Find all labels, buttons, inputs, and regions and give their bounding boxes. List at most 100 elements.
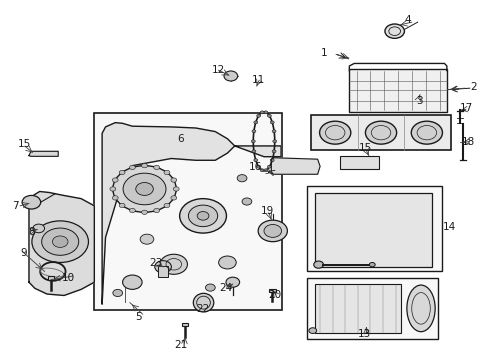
Text: 2: 2 xyxy=(469,82,476,93)
Circle shape xyxy=(205,284,215,291)
Circle shape xyxy=(256,165,260,168)
Text: 3: 3 xyxy=(415,96,422,106)
Text: 12: 12 xyxy=(212,64,225,75)
Circle shape xyxy=(410,121,442,144)
Circle shape xyxy=(129,165,135,170)
Bar xyxy=(306,278,437,338)
Circle shape xyxy=(140,234,154,244)
Text: 24: 24 xyxy=(219,283,232,293)
Bar xyxy=(339,156,378,169)
Circle shape xyxy=(155,261,171,273)
Circle shape xyxy=(110,187,116,191)
Circle shape xyxy=(272,130,275,132)
Circle shape xyxy=(253,159,257,162)
Circle shape xyxy=(142,210,147,215)
Text: 6: 6 xyxy=(177,134,183,144)
Bar xyxy=(158,266,167,277)
Text: 21: 21 xyxy=(174,340,187,350)
Text: 16: 16 xyxy=(248,162,261,172)
Circle shape xyxy=(113,166,176,212)
Circle shape xyxy=(122,275,142,289)
Circle shape xyxy=(41,228,79,255)
Polygon shape xyxy=(271,158,320,174)
Circle shape xyxy=(224,71,237,81)
Text: 13: 13 xyxy=(357,329,370,339)
Text: 18: 18 xyxy=(461,138,474,147)
Text: 15: 15 xyxy=(358,143,371,153)
Circle shape xyxy=(173,187,179,191)
Bar xyxy=(348,69,446,112)
Circle shape xyxy=(225,277,239,287)
Circle shape xyxy=(319,121,350,144)
Circle shape xyxy=(22,195,41,209)
Bar xyxy=(315,193,431,267)
Circle shape xyxy=(170,196,176,200)
Circle shape xyxy=(264,225,281,237)
Circle shape xyxy=(237,175,246,182)
Circle shape xyxy=(153,165,159,170)
Bar xyxy=(310,116,450,149)
Circle shape xyxy=(179,199,226,233)
Circle shape xyxy=(160,254,187,274)
Circle shape xyxy=(33,224,44,233)
Circle shape xyxy=(113,289,122,297)
Bar xyxy=(47,276,54,280)
Circle shape xyxy=(256,114,260,117)
Circle shape xyxy=(119,170,125,175)
Text: 4: 4 xyxy=(404,15,410,26)
Circle shape xyxy=(267,165,271,168)
Circle shape xyxy=(260,169,264,172)
Circle shape xyxy=(218,256,236,269)
Text: 14: 14 xyxy=(442,222,455,231)
Text: 10: 10 xyxy=(61,273,74,283)
Circle shape xyxy=(32,221,88,262)
Circle shape xyxy=(251,140,255,143)
Circle shape xyxy=(272,140,276,143)
Ellipse shape xyxy=(406,285,434,332)
Circle shape xyxy=(153,208,159,213)
Circle shape xyxy=(188,205,217,226)
Circle shape xyxy=(52,236,68,247)
Text: 19: 19 xyxy=(261,206,274,216)
Circle shape xyxy=(112,178,118,182)
Circle shape xyxy=(123,173,165,205)
Text: 7: 7 xyxy=(12,201,19,211)
Text: 23: 23 xyxy=(149,258,162,268)
Polygon shape xyxy=(29,151,58,156)
Circle shape xyxy=(368,262,374,267)
Text: 22: 22 xyxy=(196,304,209,314)
Circle shape xyxy=(129,208,135,213)
Circle shape xyxy=(260,111,264,114)
Circle shape xyxy=(258,220,287,242)
Circle shape xyxy=(384,24,404,39)
Circle shape xyxy=(253,121,257,124)
Circle shape xyxy=(119,203,125,208)
Text: 17: 17 xyxy=(459,103,472,113)
Circle shape xyxy=(197,212,208,220)
Circle shape xyxy=(308,328,316,333)
Text: 9: 9 xyxy=(21,248,27,258)
Circle shape xyxy=(136,183,153,195)
Circle shape xyxy=(272,150,275,153)
Bar xyxy=(181,323,188,326)
Circle shape xyxy=(270,121,274,124)
Circle shape xyxy=(251,150,255,153)
Bar xyxy=(315,284,400,333)
Bar xyxy=(94,113,282,310)
Circle shape xyxy=(163,170,169,175)
Circle shape xyxy=(264,111,267,114)
Polygon shape xyxy=(102,123,281,304)
Text: 11: 11 xyxy=(251,75,264,85)
Circle shape xyxy=(365,121,396,144)
Circle shape xyxy=(242,198,251,205)
Text: 15: 15 xyxy=(18,139,31,149)
Polygon shape xyxy=(29,192,94,296)
Circle shape xyxy=(163,203,169,208)
Text: 5: 5 xyxy=(135,312,141,322)
Text: 1: 1 xyxy=(320,48,326,58)
Circle shape xyxy=(313,261,323,268)
Circle shape xyxy=(270,159,274,162)
Bar xyxy=(306,186,442,271)
Circle shape xyxy=(142,163,147,168)
Text: 20: 20 xyxy=(267,290,281,300)
